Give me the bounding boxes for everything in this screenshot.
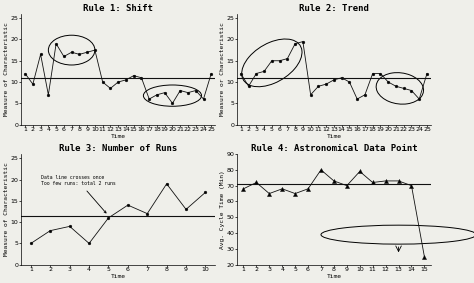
X-axis label: Time: Time bbox=[327, 274, 341, 279]
Text: Data line crosses once
Too few runs: total 2 runs: Data line crosses once Too few runs: tot… bbox=[41, 175, 115, 213]
Y-axis label: Measure or Characteristic: Measure or Characteristic bbox=[220, 22, 225, 116]
Y-axis label: Avg. Cycle Time (Min): Avg. Cycle Time (Min) bbox=[220, 170, 225, 249]
Y-axis label: Measure of Characteristic: Measure of Characteristic bbox=[4, 162, 9, 256]
Title: Rule 4: Astronomical Data Point: Rule 4: Astronomical Data Point bbox=[251, 144, 417, 153]
X-axis label: Time: Time bbox=[327, 134, 341, 139]
X-axis label: Time: Time bbox=[110, 274, 126, 279]
Y-axis label: Measure of Characteristic: Measure of Characteristic bbox=[4, 22, 9, 116]
X-axis label: Time: Time bbox=[110, 134, 126, 139]
Title: Rule 2: Trend: Rule 2: Trend bbox=[299, 4, 369, 13]
Title: Rule 1: Shift: Rule 1: Shift bbox=[83, 4, 153, 13]
Title: Rule 3: Number of Runs: Rule 3: Number of Runs bbox=[59, 144, 177, 153]
